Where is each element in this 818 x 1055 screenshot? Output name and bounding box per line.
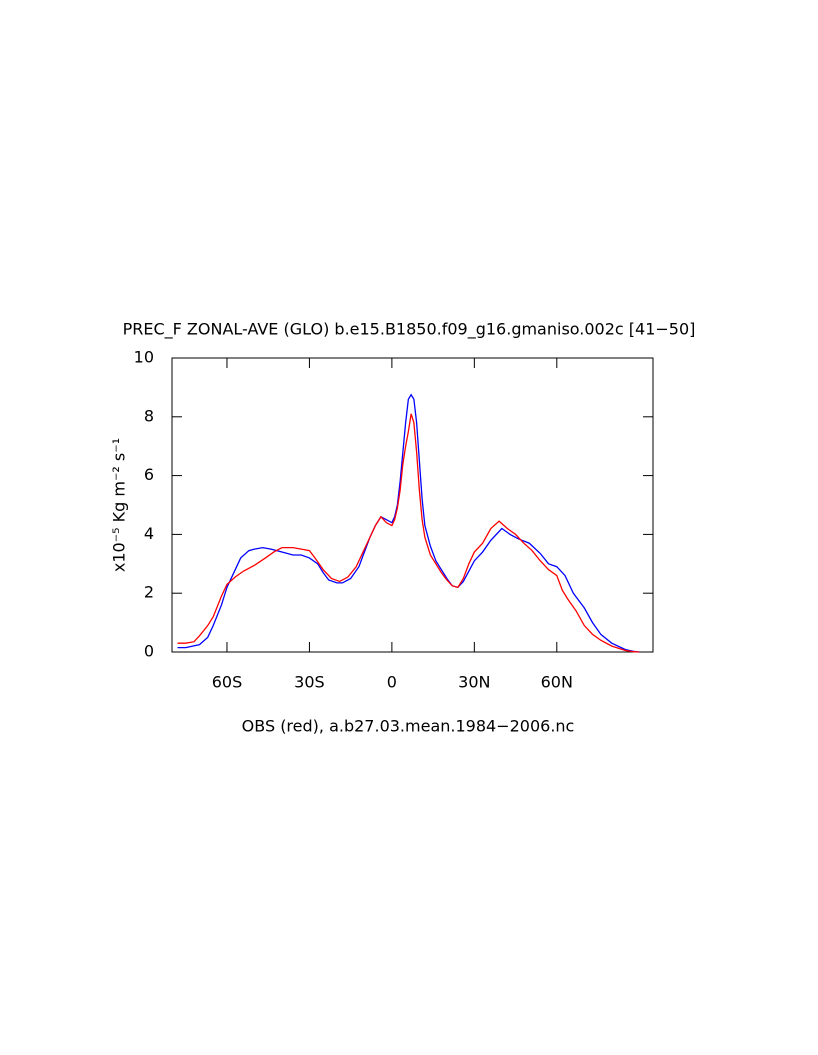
x-tick-label: 30S: [294, 673, 325, 692]
x-tick-label: 60S: [212, 673, 243, 692]
data-line: [177, 413, 640, 653]
x-tick-label: 0: [387, 673, 397, 692]
data-line: [177, 393, 640, 653]
y-tick-label: 8: [144, 406, 154, 425]
y-tick-label: 2: [144, 583, 154, 602]
x-tick-label: 30N: [458, 673, 490, 692]
y-tick-label: 0: [144, 642, 154, 661]
y-axis-label: x10⁻⁵ Kg m⁻² s⁻¹: [110, 438, 129, 572]
y-tick-label: 10: [134, 348, 154, 367]
x-tick-label: 60N: [541, 673, 573, 692]
plot-frame: [171, 357, 654, 653]
chart-title: PREC_F ZONAL-AVE (GLO) b.e15.B1850.f09_g…: [123, 320, 696, 340]
y-tick-label: 6: [144, 465, 154, 484]
x-axis-label: OBS (red), a.b27.03.mean.1984−2006.nc: [242, 717, 575, 736]
y-tick-label: 4: [144, 524, 154, 543]
